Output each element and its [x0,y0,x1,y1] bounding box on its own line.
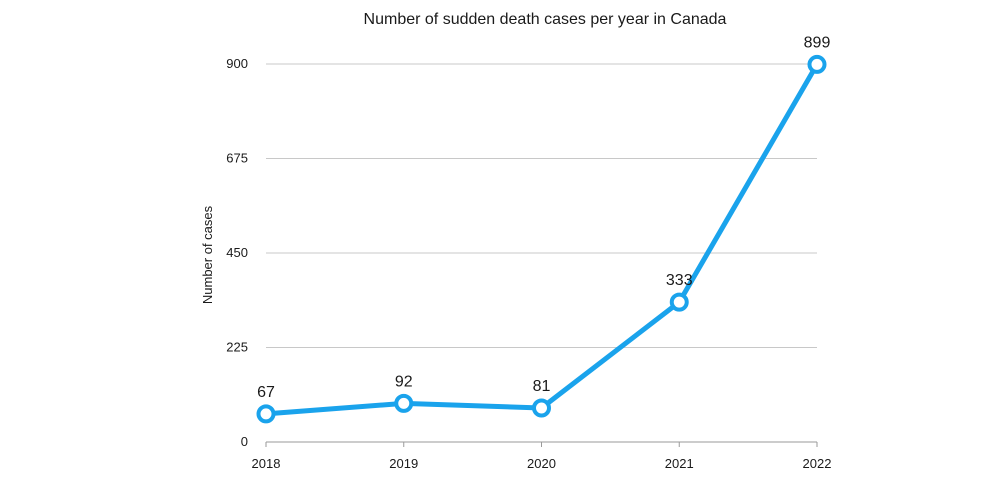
data-label-2021: 333 [666,272,693,289]
x-tick-label-2022: 2022 [803,456,832,471]
y-tick-label-0: 0 [241,434,248,449]
data-labels: 67 92 81 333 899 [257,34,830,400]
y-tick-label-675: 675 [226,151,248,166]
y-tick-label-900: 900 [226,56,248,71]
data-label-2022: 899 [804,34,831,51]
x-tick-label-2020: 2020 [527,456,556,471]
x-tick-label-2019: 2019 [389,456,418,471]
data-label-2020: 81 [533,378,551,395]
data-point-2018 [256,404,276,424]
data-label-2019: 92 [395,373,413,390]
y-axis-ticks: 0 225 450 675 900 [226,56,248,449]
x-axis-ticks: 2018 2019 2020 2021 2022 [252,442,832,471]
data-point-2020 [532,398,551,418]
x-tick-label-2018: 2018 [252,456,281,471]
data-point-2021 [669,292,689,312]
x-tick-label-2021: 2021 [665,456,694,471]
data-point-2022 [807,54,827,74]
y-tick-label-225: 225 [226,340,248,355]
y-tick-label-450: 450 [226,245,248,260]
chart-title: Number of sudden death cases per year in… [364,11,727,28]
data-point-2019 [394,393,414,413]
grid-lines [266,63,817,348]
data-label-2018: 67 [257,384,275,401]
y-axis-label: Number of cases [200,205,215,304]
series-line-group [263,61,820,417]
data-markers [256,54,827,424]
series-line-0 [263,61,820,417]
